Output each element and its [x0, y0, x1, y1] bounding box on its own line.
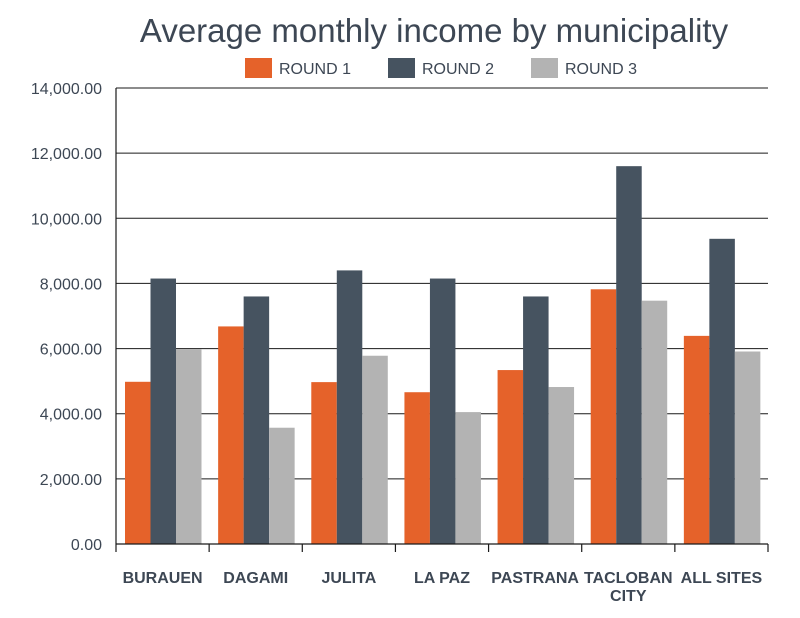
legend-swatch [388, 58, 415, 78]
legend-swatch [245, 58, 272, 78]
bar [269, 427, 295, 544]
x-tick-label: TACLOBAN CITY [584, 570, 673, 605]
bar [336, 270, 363, 544]
y-tick-label: 6,000.00 [40, 342, 102, 359]
bar [523, 296, 549, 544]
y-tick-label: 0.00 [71, 537, 102, 554]
bar [150, 278, 176, 544]
legend-label: ROUND 1 [279, 61, 351, 78]
bars [125, 166, 761, 545]
bar [243, 296, 270, 544]
bar [616, 166, 642, 545]
x-tick-label: JULITA [321, 570, 376, 587]
bar [497, 370, 524, 544]
x-tick-label: LA PAZ [414, 570, 470, 587]
legend-label: ROUND 2 [422, 61, 494, 78]
legend-label: ROUND 3 [565, 61, 637, 78]
y-tick-label: 12,000.00 [31, 146, 102, 163]
x-tick-label: PASTRANA [491, 570, 579, 587]
bar [709, 238, 735, 544]
bar [734, 351, 761, 544]
y-axis-ticks: 0.00 2,000.00 4,000.00 6,000.00 8,000.00 10,0… [31, 81, 102, 554]
bar [176, 349, 202, 544]
bar [404, 392, 430, 544]
y-tick-label: 4,000.00 [40, 407, 102, 424]
x-tick-label: BURAUEN [123, 570, 203, 587]
legend-swatch [531, 58, 558, 78]
y-tick-label: 10,000.00 [31, 211, 102, 228]
bar [455, 412, 481, 544]
bar [590, 289, 617, 544]
bar [641, 300, 668, 544]
x-tick-label: ALL SITES [681, 570, 763, 587]
y-tick-label: 14,000.00 [31, 81, 102, 98]
legend: ROUND 1 ROUND 2 ROUND 3 [245, 58, 637, 78]
bar [125, 381, 151, 544]
bar [362, 355, 388, 544]
bar [683, 335, 710, 544]
y-tick-label: 2,000.00 [40, 472, 102, 489]
bar [548, 387, 575, 544]
x-axis: BURAUEN DAGAMI JULITA LA PAZ PASTRANA TACLOBA… [115, 88, 769, 605]
bar [218, 326, 244, 544]
chart-title: Average monthly income by municipality [140, 12, 729, 49]
x-tick-label: DAGAMI [223, 570, 288, 587]
y-tick-label: 8,000.00 [40, 276, 102, 293]
bar [311, 382, 337, 544]
bar [429, 278, 456, 544]
